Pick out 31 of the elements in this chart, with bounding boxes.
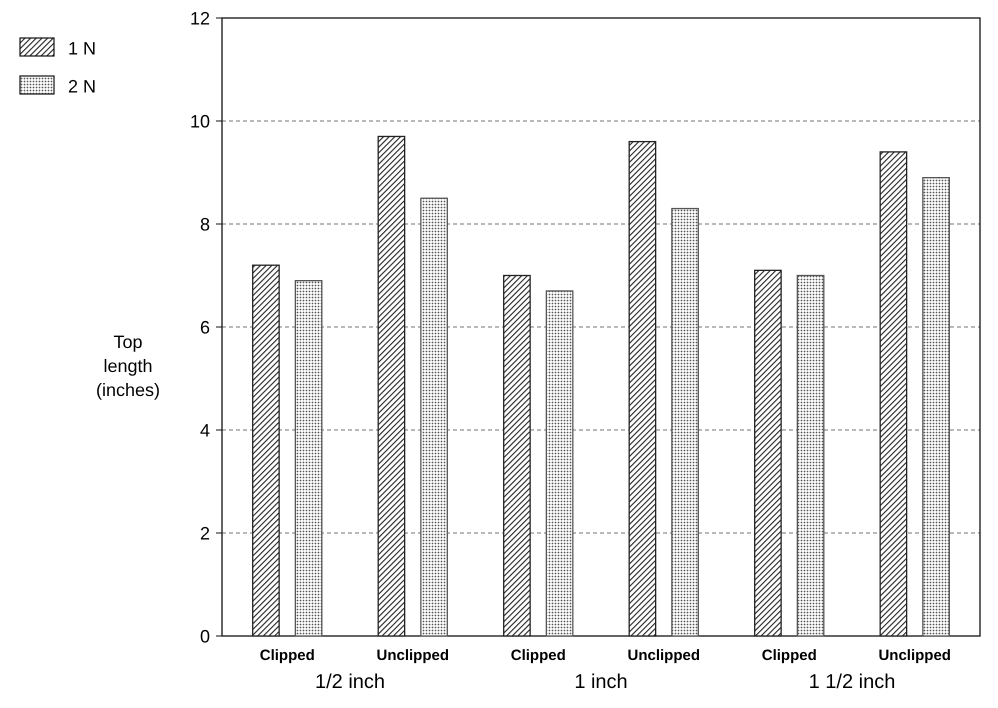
y-tick-label: 0 bbox=[200, 626, 210, 646]
bar bbox=[671, 208, 699, 637]
x-tick-label: Clipped bbox=[510, 647, 566, 664]
bar bbox=[294, 280, 322, 637]
x-tick-label: Clipped bbox=[762, 647, 817, 664]
y-tick-label: 10 bbox=[190, 111, 210, 132]
bar bbox=[378, 136, 406, 637]
x-tick-label: Unclipped bbox=[376, 647, 450, 664]
y-axis-title: Top length (inches) bbox=[96, 332, 160, 400]
text: 1/2 inch bbox=[314, 671, 386, 693]
x-tick-label: Unclipped bbox=[878, 647, 951, 664]
legend-label: 2 N bbox=[68, 76, 96, 96]
y-tick-label: 6 bbox=[200, 317, 210, 338]
bar bbox=[546, 290, 574, 637]
bar bbox=[796, 274, 824, 637]
bar bbox=[754, 270, 782, 637]
bar bbox=[880, 151, 908, 637]
bar bbox=[252, 264, 280, 637]
bar bbox=[922, 177, 950, 637]
text: 1 1/2 inch bbox=[808, 671, 896, 693]
text: 1 inch bbox=[574, 671, 628, 693]
x-tick-label: Clipped bbox=[260, 647, 315, 664]
bar bbox=[420, 198, 448, 637]
legend-label: 1 N bbox=[68, 38, 96, 58]
y-tick-label: 2 bbox=[200, 523, 210, 544]
y-tick-label: 12 bbox=[190, 8, 210, 28]
bar bbox=[503, 274, 531, 637]
x-tick-label: Unclipped bbox=[627, 647, 700, 664]
y-tick-label: 8 bbox=[200, 214, 210, 234]
y-tick-label: 4 bbox=[200, 420, 210, 440]
bar bbox=[628, 140, 656, 637]
